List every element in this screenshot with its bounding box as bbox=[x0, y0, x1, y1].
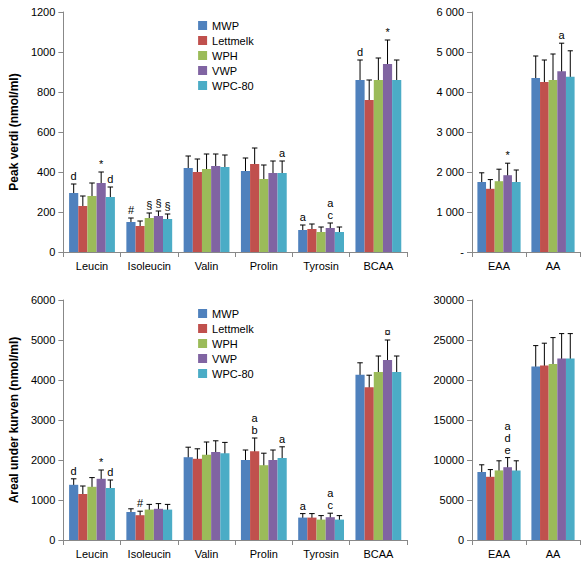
svg-text:Leucin: Leucin bbox=[76, 548, 108, 560]
svg-text:d: d bbox=[71, 170, 77, 182]
svg-text:*: * bbox=[385, 26, 390, 38]
svg-text:a: a bbox=[300, 500, 307, 512]
svg-text:4000: 4000 bbox=[31, 374, 55, 386]
svg-text:Lettmelk: Lettmelk bbox=[212, 35, 254, 47]
svg-text:20000: 20000 bbox=[433, 374, 464, 386]
svg-text:30000: 30000 bbox=[433, 294, 464, 306]
svg-text:a: a bbox=[327, 197, 334, 209]
svg-text:§: § bbox=[155, 197, 161, 209]
svg-text:d: d bbox=[357, 46, 363, 58]
svg-text:-: - bbox=[460, 246, 464, 258]
svg-text:a: a bbox=[252, 412, 259, 424]
svg-text:WPH: WPH bbox=[212, 338, 238, 350]
svg-text:200: 200 bbox=[37, 206, 55, 218]
svg-text:WPC-80: WPC-80 bbox=[212, 80, 254, 92]
svg-text:BCAA: BCAA bbox=[363, 260, 394, 272]
svg-text:§: § bbox=[146, 199, 152, 211]
svg-text:AA: AA bbox=[546, 548, 561, 560]
svg-text:*: * bbox=[99, 158, 104, 170]
svg-text:EAA: EAA bbox=[488, 548, 511, 560]
svg-text:d: d bbox=[107, 173, 113, 185]
svg-text:#: # bbox=[128, 204, 135, 216]
svg-text:¤: ¤ bbox=[384, 326, 390, 338]
svg-text:6000: 6000 bbox=[31, 294, 55, 306]
svg-text:Areal under kurven (nmol/ml): Areal under kurven (nmol/ml) bbox=[7, 337, 21, 504]
svg-text:Prolin: Prolin bbox=[250, 260, 278, 272]
svg-text:600: 600 bbox=[37, 126, 55, 138]
svg-text:1 000: 1 000 bbox=[436, 206, 464, 218]
svg-text:Isoleucin: Isoleucin bbox=[128, 548, 171, 560]
svg-text:Valin: Valin bbox=[195, 260, 219, 272]
svg-text:#: # bbox=[137, 497, 144, 509]
svg-text:Valin: Valin bbox=[195, 548, 219, 560]
svg-text:d: d bbox=[505, 432, 511, 444]
svg-text:5000: 5000 bbox=[440, 494, 464, 506]
svg-text:§: § bbox=[165, 200, 171, 212]
svg-text:Tyrosin: Tyrosin bbox=[303, 260, 338, 272]
svg-text:a: a bbox=[559, 29, 566, 41]
svg-text:15000: 15000 bbox=[433, 414, 464, 426]
svg-text:800: 800 bbox=[37, 86, 55, 98]
svg-text:MWP: MWP bbox=[212, 20, 239, 32]
svg-text:d: d bbox=[71, 465, 77, 477]
svg-text:0: 0 bbox=[49, 534, 55, 546]
svg-text:Prolin: Prolin bbox=[250, 548, 278, 560]
svg-text:*: * bbox=[99, 456, 104, 468]
svg-text:MWP: MWP bbox=[212, 308, 239, 320]
svg-text:Tyrosin: Tyrosin bbox=[303, 548, 338, 560]
svg-text:a: a bbox=[300, 211, 307, 223]
svg-text:Peak verdi (nmol/ml): Peak verdi (nmol/ml) bbox=[7, 73, 21, 190]
svg-text:a: a bbox=[327, 487, 334, 499]
svg-text:6 000: 6 000 bbox=[436, 6, 464, 18]
svg-text:c: c bbox=[328, 499, 334, 511]
svg-text:c: c bbox=[328, 209, 334, 221]
svg-text:25000: 25000 bbox=[433, 334, 464, 346]
svg-text:10000: 10000 bbox=[433, 454, 464, 466]
svg-text:400: 400 bbox=[37, 166, 55, 178]
svg-text:e: e bbox=[505, 444, 511, 456]
svg-text:WPH: WPH bbox=[212, 50, 238, 62]
svg-text:1200: 1200 bbox=[31, 6, 55, 18]
svg-text:0: 0 bbox=[49, 246, 55, 258]
svg-text:a: a bbox=[505, 420, 512, 432]
svg-text:2 000: 2 000 bbox=[436, 166, 464, 178]
svg-text:Lettmelk: Lettmelk bbox=[212, 323, 254, 335]
svg-text:a: a bbox=[279, 147, 286, 159]
svg-text:Leucin: Leucin bbox=[76, 260, 108, 272]
svg-text:5 000: 5 000 bbox=[436, 46, 464, 58]
svg-text:VWP: VWP bbox=[212, 353, 237, 365]
svg-text:EAA: EAA bbox=[488, 260, 511, 272]
svg-text:5000: 5000 bbox=[31, 334, 55, 346]
svg-text:2000: 2000 bbox=[31, 454, 55, 466]
svg-text:VWP: VWP bbox=[212, 65, 237, 77]
svg-text:BCAA: BCAA bbox=[363, 548, 394, 560]
svg-text:a: a bbox=[279, 433, 286, 445]
svg-text:b: b bbox=[252, 424, 258, 436]
svg-text:3000: 3000 bbox=[31, 414, 55, 426]
svg-text:3 000: 3 000 bbox=[436, 126, 464, 138]
svg-text:*: * bbox=[505, 149, 510, 161]
svg-text:1000: 1000 bbox=[31, 494, 55, 506]
svg-text:AA: AA bbox=[546, 260, 561, 272]
svg-text:0: 0 bbox=[458, 534, 464, 546]
svg-text:WPC-80: WPC-80 bbox=[212, 368, 254, 380]
svg-text:Isoleucin: Isoleucin bbox=[128, 260, 171, 272]
svg-text:d: d bbox=[107, 466, 113, 478]
svg-text:4 000: 4 000 bbox=[436, 86, 464, 98]
svg-text:1000: 1000 bbox=[31, 46, 55, 58]
